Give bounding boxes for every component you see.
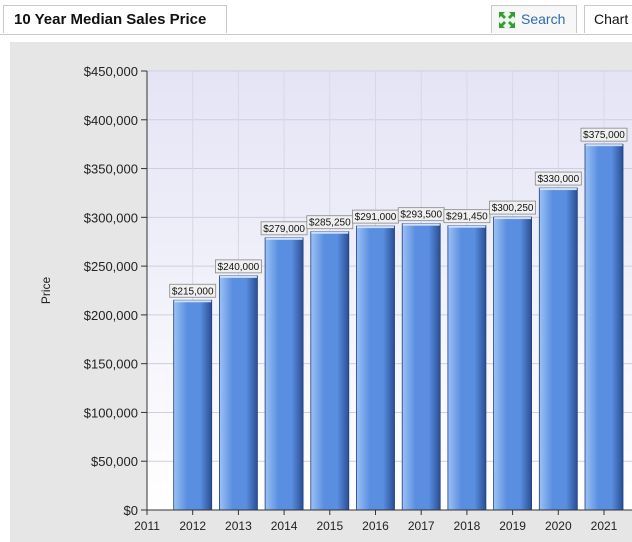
bar-2020 (538, 187, 578, 511)
bar-top-highlight (311, 231, 349, 234)
y-tick-label: $300,000 (84, 210, 138, 225)
y-tick-label: $400,000 (84, 113, 138, 128)
y-tick-label: $0 (124, 503, 138, 518)
bar-2014 (264, 237, 304, 511)
bar-top-highlight (402, 223, 440, 226)
bar-top-highlight (539, 188, 577, 191)
x-tick-label: 2016 (362, 519, 389, 533)
x-tick-label: 2012 (179, 519, 206, 533)
bar-2019 (493, 216, 533, 511)
search-button[interactable]: Search (491, 5, 577, 33)
data-label-2020: $330,000 (537, 174, 579, 185)
data-label-box (169, 283, 217, 298)
x-tick-label: 2019 (499, 519, 526, 533)
bar-top-highlight (357, 226, 394, 229)
data-label-box (489, 200, 537, 215)
bar-2016 (356, 225, 395, 511)
y-tick-label: $450,000 (84, 64, 138, 79)
chart-tab[interactable]: Chart (584, 5, 632, 33)
y-tick-label: $350,000 (84, 162, 138, 177)
bar-top-highlight (219, 275, 257, 278)
data-label-box (580, 127, 628, 142)
data-label-2012: $215,000 (172, 286, 214, 297)
data-label-2014: $279,000 (263, 224, 305, 235)
bar-2018 (447, 225, 487, 511)
y-tick-label: $250,000 (84, 259, 138, 274)
data-label-2013: $240,000 (218, 262, 260, 273)
y-tick-label: $50,000 (91, 454, 138, 469)
x-tick-label: 2013 (225, 519, 252, 533)
bar-2017 (401, 223, 441, 511)
bar-2013 (218, 275, 258, 511)
x-tick-label: 2015 (316, 519, 343, 533)
data-label-box (534, 171, 582, 186)
bar-2021 (584, 143, 624, 511)
y-tick-label: $100,000 (84, 405, 138, 420)
expand-arrows-icon (498, 11, 516, 29)
bar-2012 (173, 299, 213, 511)
bar-top-highlight (494, 217, 532, 220)
bar-2015 (310, 231, 350, 511)
data-label-box (214, 259, 262, 274)
bar-top-highlight (448, 225, 486, 228)
data-label-2016: $291,000 (355, 212, 397, 223)
chart-header-bar: 10 Year Median Sales Price Search Chart (0, 0, 632, 35)
y-tick-label: $200,000 (84, 308, 138, 323)
x-tick-label: 2014 (271, 519, 298, 533)
y-axis-title: Price (39, 277, 53, 305)
x-tick-label: 2011 (134, 519, 160, 533)
chart-tab-label: Chart (594, 11, 629, 27)
data-label-2018: $291,450 (446, 212, 488, 223)
data-label-2021: $375,000 (583, 130, 625, 141)
x-tick-label: 2017 (408, 519, 435, 533)
data-label-box (443, 209, 491, 224)
search-button-label: Search (521, 11, 566, 27)
data-label-2017: $293,500 (400, 210, 442, 221)
data-label-2015: $285,250 (309, 218, 351, 229)
chart-title-tab: 10 Year Median Sales Price (3, 5, 227, 33)
bar-top-highlight (585, 144, 623, 147)
x-tick-label: 2018 (454, 519, 481, 533)
x-tick-label: 2020 (545, 519, 572, 533)
chart-title: 10 Year Median Sales Price (14, 11, 207, 28)
data-label-2019: $300,250 (492, 203, 534, 214)
x-tick-label: 2021 (591, 519, 618, 533)
bar-top-highlight (265, 237, 303, 240)
y-tick-label: $150,000 (84, 357, 138, 372)
bar-top-highlight (174, 300, 212, 303)
